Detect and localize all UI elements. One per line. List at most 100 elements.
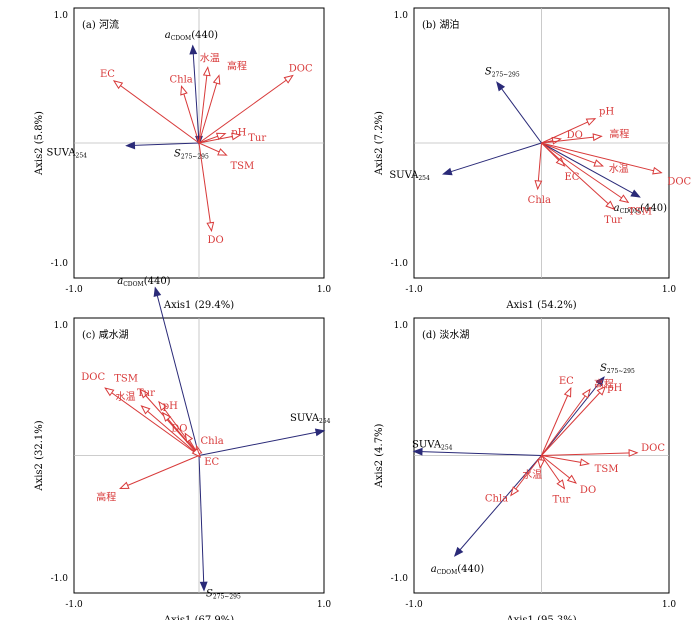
x-tick-min: -1.0 — [405, 600, 423, 610]
y-axis-title: Axis2 (32.1%) — [34, 420, 45, 491]
vector-label: S275~295 — [600, 363, 635, 375]
arrow-head — [592, 133, 603, 142]
vector-label: aCDOM(440) — [117, 276, 170, 288]
arrow-head — [510, 486, 520, 497]
vector-label: pH — [607, 383, 622, 394]
arrow-head — [442, 167, 453, 176]
y-axis-title: Axis2 (5.8%) — [34, 111, 45, 176]
vector-line — [113, 80, 200, 144]
vector-label: 高程 — [96, 491, 116, 504]
vector-Tur: Tur — [198, 132, 266, 144]
vector-label: SUVA254 — [389, 170, 430, 182]
vector-label: Chla — [485, 493, 508, 504]
vector-aCDOM(440): aCDOM(440) — [165, 30, 218, 144]
arrow-head — [630, 189, 641, 198]
vector-line — [181, 86, 200, 144]
y-tick-max: 1.0 — [394, 11, 409, 21]
vector-aCDOM(440): aCDOM(440) — [541, 142, 667, 215]
arrow-head — [191, 447, 202, 458]
arrow-head — [566, 474, 577, 484]
arrow-head — [189, 44, 198, 55]
arrow-head — [537, 459, 546, 470]
arrow-head — [585, 118, 597, 126]
arrow-head — [180, 85, 188, 96]
vector-Chla: Chla — [170, 74, 200, 144]
vector-line — [541, 142, 640, 198]
vector-label: pH — [231, 128, 246, 139]
arrow-head — [314, 428, 326, 437]
vector-line — [198, 75, 220, 144]
vector-pH: pH — [161, 401, 200, 456]
vector-pH: pH — [541, 107, 614, 144]
vector-line — [541, 142, 662, 174]
arrow-head — [161, 411, 172, 422]
vector-pH: pH — [198, 128, 247, 144]
vector-水温: 水温 — [541, 142, 629, 175]
vector-SUVA254: SUVA254 — [198, 413, 331, 456]
vector-label: 水温 — [522, 469, 542, 481]
vector-TSM: TSM — [198, 142, 254, 172]
vector-line — [192, 45, 200, 144]
vector-line — [496, 81, 542, 144]
vector-高程: 高程 — [198, 60, 247, 144]
vector-line — [541, 135, 602, 144]
x-tick-max: 1.0 — [317, 285, 332, 295]
arrow-head — [534, 180, 543, 191]
x-tick-max: 1.0 — [662, 285, 677, 295]
vector-水温: 水温 — [116, 391, 200, 456]
vector-DOC: DOC — [81, 372, 200, 456]
vector-label: DOC — [667, 177, 691, 188]
vector-EC: EC — [191, 447, 220, 468]
vector-label: DOC — [641, 443, 665, 454]
arrow-head — [140, 405, 151, 415]
vector-label: Chla — [528, 195, 551, 206]
arrow-head — [283, 74, 294, 84]
arrow-head — [581, 388, 591, 399]
vector-高程: 高程 — [541, 378, 614, 456]
arrow-head — [206, 221, 215, 233]
arrow-head — [652, 166, 663, 175]
vector-label: 高程 — [609, 127, 629, 140]
panel-1: 1.0 -1.0 -1.0 1.0 Axis1 (29.4%) Axis2 (5.8%) (… — [34, 7, 332, 311]
x-tick-min: -1.0 — [65, 600, 83, 610]
vector-S275-295: S275~295 — [485, 66, 542, 144]
panel-title: (c) 咸水湖 — [82, 329, 129, 341]
vector-aCDOM(440): aCDOM(440) — [431, 455, 542, 576]
vector-label: TSM — [628, 206, 652, 217]
panel-3: 1.0 -1.0 -1.0 1.0 Axis1 (67.9%) Axis2 (32.1%)… — [34, 276, 331, 620]
vector-TSM: TSM — [541, 142, 652, 217]
arrow-head — [184, 432, 194, 443]
arrow-head — [605, 200, 616, 211]
vector-DO: DO — [541, 455, 596, 496]
vector-Chla: Chla — [528, 142, 551, 206]
vector-高程: 高程 — [541, 127, 629, 144]
vector-SUVA254: SUVA254 — [47, 141, 200, 160]
vector-line — [154, 287, 200, 456]
vector-line — [162, 412, 200, 456]
arrow-head — [496, 81, 506, 92]
vector-label: TSM — [595, 464, 619, 475]
vector-label: S275~295 — [206, 588, 241, 600]
vector-label: TSM — [114, 374, 138, 385]
vector-line — [443, 142, 542, 175]
arrow-head — [199, 581, 208, 592]
vector-label: 水温 — [116, 391, 136, 403]
x-axis-title: Axis1 (95.3%) — [505, 615, 576, 620]
vector-label: EC — [100, 69, 115, 80]
vector-label: S275~295 — [485, 66, 520, 78]
arrow-head — [153, 286, 162, 297]
vector-label: EC — [204, 457, 219, 468]
arrow-head — [202, 66, 211, 77]
y-tick-min: -1.0 — [51, 259, 69, 269]
vector-line — [198, 67, 209, 144]
vector-TSM: TSM — [541, 455, 619, 475]
vector-line — [413, 450, 542, 456]
vector-label: DO — [171, 424, 187, 435]
vector-line — [120, 455, 200, 489]
vector-label: SUVA254 — [290, 413, 331, 425]
arrow-head — [563, 386, 572, 398]
vector-水温: 水温 — [522, 455, 546, 481]
arrow-head — [596, 385, 607, 396]
x-tick-min: -1.0 — [405, 285, 423, 295]
vector-S275-295: S275~295 — [541, 363, 635, 456]
